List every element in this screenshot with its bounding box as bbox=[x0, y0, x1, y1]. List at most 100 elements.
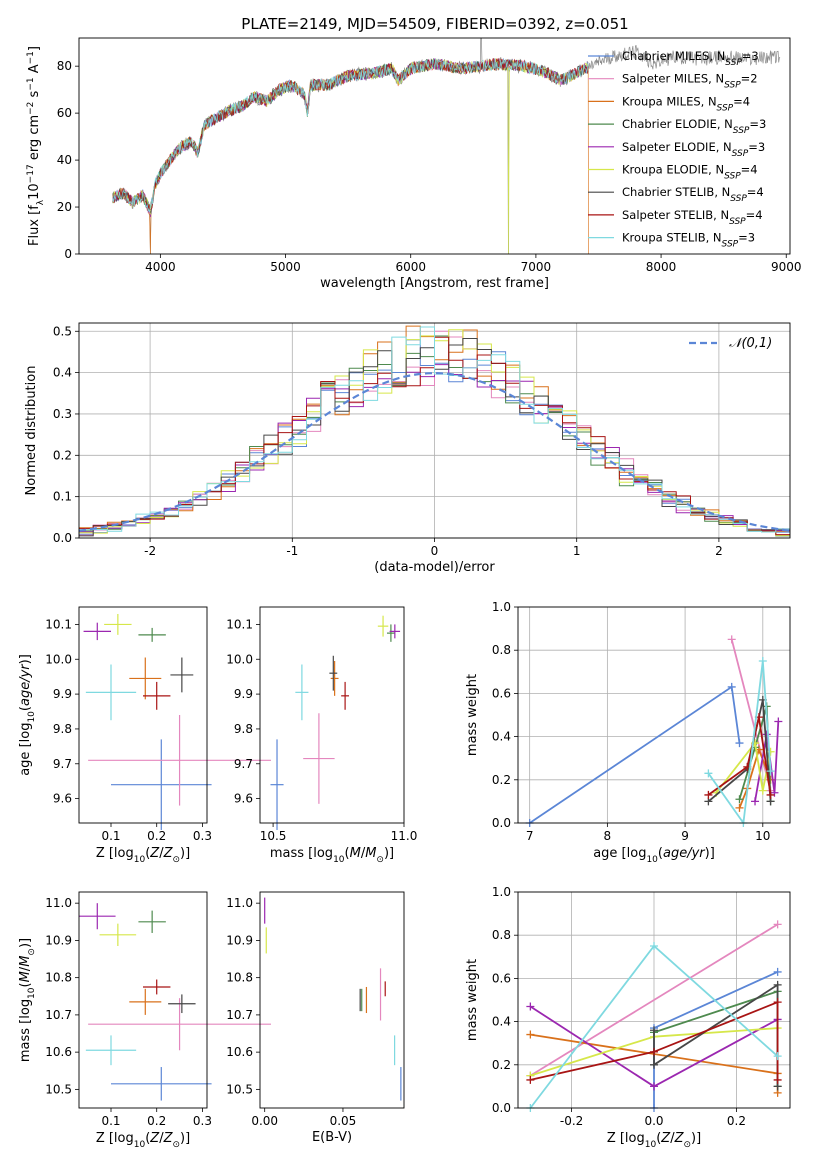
y-tick-label: 9.7 bbox=[53, 757, 72, 771]
mass-weight-marker bbox=[766, 767, 775, 776]
mass-vs-Z-ylabel-part: )] bbox=[18, 938, 33, 948]
mass-weight-marker bbox=[773, 967, 782, 976]
mass-weight-marker bbox=[650, 1060, 658, 1069]
mass-weight-marker bbox=[774, 717, 783, 726]
x-tick-label: 10 bbox=[755, 829, 770, 843]
age-vs-mass-points bbox=[270, 615, 401, 830]
panels: 4000 5000 6000 7000 8000 9000020406080Chabrie… bbox=[18, 37, 802, 1150]
y-tick-label: 10.6 bbox=[45, 1045, 72, 1059]
y-tick-label: 10.9 bbox=[45, 933, 72, 947]
legend-entry-part: =4 bbox=[741, 163, 758, 177]
age-vs-mass-xlabel-part: mass [log bbox=[270, 846, 333, 861]
mass-weight-marker bbox=[526, 1075, 535, 1084]
mass-weight-marker bbox=[773, 1075, 782, 1084]
age-vs-Z-axes: 0.1 0.2 0.3 9.6 9.7 9.8 9.9 10.0 10.1 bbox=[45, 617, 212, 843]
y-tick-label: 10.5 bbox=[45, 1082, 72, 1096]
y-tick-label: 0.8 bbox=[492, 928, 511, 942]
age-vs-mass-xlabel-part: ⊙ bbox=[376, 855, 384, 865]
legend-entry: Chabrier ELODIE, NSSP=3 bbox=[622, 117, 766, 136]
y-tick-label: 9.6 bbox=[53, 792, 72, 806]
legend-entry-part: SSP bbox=[724, 172, 741, 182]
x-tick-label: 0.00 bbox=[251, 1114, 278, 1128]
massweight-vs-Z-xlabel-part: ( bbox=[656, 1131, 661, 1146]
mass-weight-marker bbox=[526, 1030, 535, 1039]
mass-vs-Z-xlabel: Z [log10(Z/Z⊙)] bbox=[96, 1131, 190, 1150]
age-vs-Z-ylabel-part: 10 bbox=[27, 711, 37, 723]
spectrum-ylabel-part: Flux [f bbox=[27, 205, 42, 246]
y-tick-label: 60 bbox=[57, 106, 72, 120]
mass-weight-marker bbox=[704, 790, 713, 799]
age-vs-Z-ylabel-part: )] bbox=[18, 654, 33, 664]
spectrum-ylabel-part: −2 bbox=[26, 102, 36, 115]
legend-entry-part: Chabrier STELIB, N bbox=[622, 185, 730, 199]
residuals-xlabel: (data-model)/error bbox=[374, 560, 495, 575]
spectrum-ylabel-part: 10 bbox=[27, 183, 42, 200]
spectrum-ylabel-part: −17 bbox=[26, 164, 36, 183]
y-tick-label: 1.0 bbox=[492, 885, 511, 899]
x-tick-label: 5000 bbox=[270, 260, 301, 274]
spectrum-ylabel: Flux [fλ10−17 erg cm−2 s−1 A−1] bbox=[26, 46, 46, 246]
mass-weight-marker bbox=[704, 769, 713, 778]
y-tick-label: 0.0 bbox=[492, 1101, 511, 1115]
mass-weight-marker bbox=[751, 797, 760, 806]
legend-entry: Salpeter ELODIE, NSSP=3 bbox=[622, 140, 765, 159]
massweight-vs-age-xlabel-part: 10 bbox=[646, 855, 658, 865]
massweight-vs-age-xlabel-part: ( bbox=[658, 846, 663, 861]
x-tick-label: 0.3 bbox=[193, 829, 212, 843]
legend-entry-part: SSP bbox=[732, 149, 749, 159]
x-tick-label: 0.3 bbox=[193, 1114, 212, 1128]
figure-title: PLATE=2149, MJD=54509, FIBERID=0392, z=0… bbox=[241, 15, 628, 33]
mass-vs-Z-ylabel-part: ( bbox=[18, 982, 33, 987]
y-tick-label: 0.5 bbox=[53, 324, 72, 338]
legend-entry-part: =4 bbox=[747, 185, 764, 199]
mass-weight-marker bbox=[526, 1002, 535, 1011]
mass-vs-Z-xlabel-part: Z bbox=[163, 1131, 174, 1146]
x-tick-label: 7000 bbox=[521, 260, 552, 274]
legend-entry-part: Salpeter STELIB, N bbox=[622, 208, 729, 222]
mass-vs-EBV-points bbox=[264, 897, 402, 1101]
mass-vs-Z-ylabel-part: ⊙ bbox=[27, 948, 37, 956]
mass-vs-Z-points bbox=[79, 903, 271, 1101]
y-tick-label: 0.2 bbox=[492, 1058, 511, 1072]
x-tick-label: 7 bbox=[526, 829, 534, 843]
mass-vs-Z-ylabel-part: M bbox=[18, 971, 33, 982]
x-tick-label: 0.05 bbox=[330, 1114, 357, 1128]
residual-histogram bbox=[79, 326, 790, 535]
spectrum-ylabel-part: −1 bbox=[26, 51, 36, 64]
legend-entry: Kroupa ELODIE, NSSP=4 bbox=[622, 163, 758, 182]
mass-weight-marker bbox=[773, 980, 782, 989]
y-tick-label: 9.9 bbox=[53, 687, 72, 701]
massweight-vs-age-series bbox=[525, 635, 783, 827]
massweight-vs-Z-xlabel-part: / bbox=[670, 1131, 675, 1146]
spectrum-xlabel: wavelength [Angstrom, rest frame] bbox=[320, 276, 549, 291]
y-tick-label: 9.8 bbox=[234, 722, 253, 736]
y-tick-label: 0.4 bbox=[53, 366, 72, 380]
age-vs-Z-xlabel-part: Z bbox=[163, 846, 174, 861]
spectrum-ylabel-part: s bbox=[27, 90, 42, 101]
x-tick-label: 6000 bbox=[395, 260, 426, 274]
legend-entry-part: Kroupa MILES, N bbox=[622, 94, 717, 108]
spectrum-axes: 4000 5000 6000 7000 8000 9000 0 20 40 60 80 bbox=[57, 59, 802, 274]
x-tick-label: 0.2 bbox=[147, 829, 166, 843]
x-tick-label: 0.1 bbox=[101, 1114, 120, 1128]
legend-entry-part: SSP bbox=[717, 103, 734, 113]
mass-vs-Z-ylabel-part: mass [log bbox=[18, 999, 33, 1062]
legend-entry-part: Salpeter ELODIE, N bbox=[622, 140, 732, 154]
mass-weight-marker bbox=[650, 1047, 658, 1056]
legend-entry-part: =4 bbox=[746, 208, 763, 222]
model-spectrum-line bbox=[112, 58, 589, 254]
x-tick-label: -1 bbox=[286, 544, 298, 558]
mass-vs-Z-ylabel: mass [log10(M/M⊙)] bbox=[18, 938, 37, 1062]
x-tick-label: 1 bbox=[573, 544, 581, 558]
legend-entry-part: Chabrier ELODIE, N bbox=[622, 117, 733, 131]
massweight-vs-age-xlabel-part: )] bbox=[705, 846, 715, 861]
residuals-axes: -2 -1 0 1 2 0.0 0.1 0.2 0.3 0.4 0.5 bbox=[53, 323, 790, 558]
y-tick-label: 9.8 bbox=[53, 722, 72, 736]
age-vs-Z-xlabel-part: ( bbox=[145, 846, 150, 861]
residuals-ylabel: Normed distribution bbox=[24, 366, 39, 496]
legend-entry: Kroupa STELIB, NSSP=3 bbox=[622, 231, 755, 250]
mass-weight-marker bbox=[773, 1052, 782, 1061]
legend-entry-part: Chabrier MILES, N bbox=[622, 49, 725, 63]
x-tick-label: 8 bbox=[604, 829, 612, 843]
